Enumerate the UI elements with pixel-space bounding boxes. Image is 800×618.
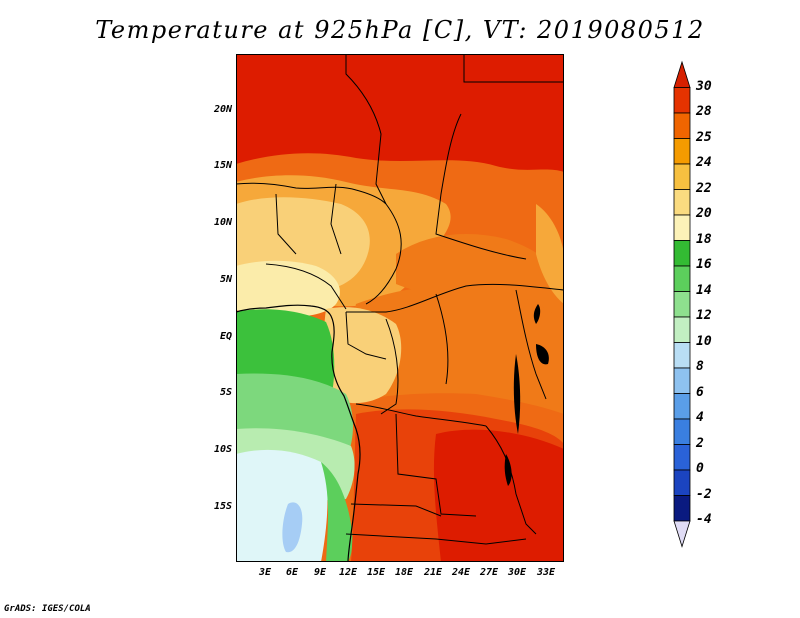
colorbar-label: 8 bbox=[696, 359, 704, 374]
lat-label: 10S bbox=[213, 444, 232, 455]
region-green-southcoast bbox=[321, 462, 353, 562]
lon-label: 18E bbox=[394, 567, 414, 578]
lon-label: 21E bbox=[423, 567, 443, 578]
map-border bbox=[236, 54, 564, 562]
colorbar-cell bbox=[673, 393, 691, 420]
colorbar-cell bbox=[673, 265, 691, 292]
region-ice-south bbox=[236, 449, 328, 562]
lat-label: EQ bbox=[219, 331, 232, 342]
colorbar-cell bbox=[673, 138, 691, 165]
colorbar-label: 14 bbox=[696, 282, 712, 298]
lat-label: 5S bbox=[219, 387, 232, 398]
colorbar-cell bbox=[673, 163, 691, 190]
lon-label: 3E bbox=[258, 567, 272, 578]
colorbar bbox=[673, 60, 691, 548]
lat-label: 20N bbox=[213, 104, 232, 115]
colorbar-label: 25 bbox=[696, 129, 712, 145]
colorbar-cell bbox=[673, 60, 691, 88]
colorbar-cell bbox=[673, 469, 691, 496]
region-orange-congo bbox=[349, 286, 564, 414]
colorbar-cells bbox=[673, 60, 691, 548]
lon-label: 30E bbox=[507, 567, 527, 578]
colorbar-label: 4 bbox=[696, 410, 704, 425]
colorbar-cell bbox=[673, 418, 691, 445]
region-cream-coast bbox=[236, 260, 340, 318]
lon-label: 33E bbox=[536, 567, 556, 578]
footer-credit: GrADS: IGES/COLA bbox=[4, 604, 91, 614]
country-borders bbox=[236, 54, 564, 562]
colorbar-label: 18 bbox=[696, 231, 712, 247]
lon-label: 15E bbox=[366, 567, 386, 578]
lon-label: 9E bbox=[313, 567, 327, 578]
colorbar-label: 20 bbox=[696, 206, 712, 221]
colorbar-cell bbox=[673, 189, 691, 216]
colorbar-label: 0 bbox=[696, 461, 704, 476]
colorbar-label: -2 bbox=[696, 486, 712, 502]
colorbar-cell bbox=[673, 240, 691, 267]
lat-label: 15S bbox=[213, 501, 232, 512]
colorbar-label: 2 bbox=[696, 435, 704, 451]
lat-label: 5N bbox=[219, 274, 232, 285]
lon-label: 12E bbox=[338, 567, 358, 578]
region-lake-patch bbox=[282, 502, 303, 553]
colorbar-label: 12 bbox=[696, 308, 712, 323]
lon-label: 24E bbox=[451, 567, 471, 578]
colorbar-label: -4 bbox=[696, 512, 712, 527]
colorbar-label: 28 bbox=[696, 104, 712, 119]
lon-label: 6E bbox=[285, 567, 299, 578]
colorbar-cell bbox=[673, 87, 691, 114]
colorbar-cell bbox=[673, 495, 691, 522]
colorbar-cell bbox=[673, 444, 691, 471]
colorbar-label: 22 bbox=[696, 180, 712, 196]
coastline bbox=[236, 304, 361, 562]
colorbar-cell bbox=[673, 112, 691, 139]
region-yellow-gabon bbox=[324, 307, 402, 404]
lat-label: 15N bbox=[213, 160, 232, 171]
colorbar-cell bbox=[673, 291, 691, 318]
colorbar-label: 16 bbox=[696, 257, 712, 272]
lon-label: 27E bbox=[479, 567, 499, 578]
lakes bbox=[504, 304, 549, 486]
colorbar-cell bbox=[673, 316, 691, 343]
colorbar-cell bbox=[673, 367, 691, 394]
colorbar-label: 30 bbox=[696, 78, 712, 94]
colorbar-label: 24 bbox=[696, 155, 712, 170]
colorbar-cell bbox=[673, 520, 691, 548]
lat-label: 10N bbox=[213, 217, 232, 228]
chart-title: Temperature at 925hPa [C], VT: 201908051… bbox=[95, 16, 705, 44]
region-orange-eastedge bbox=[536, 204, 564, 304]
colorbar-cell bbox=[673, 214, 691, 241]
temperature-map bbox=[236, 54, 564, 562]
colorbar-label: 6 bbox=[696, 384, 704, 400]
colorbar-cell bbox=[673, 342, 691, 369]
colorbar-label: 10 bbox=[696, 333, 712, 349]
